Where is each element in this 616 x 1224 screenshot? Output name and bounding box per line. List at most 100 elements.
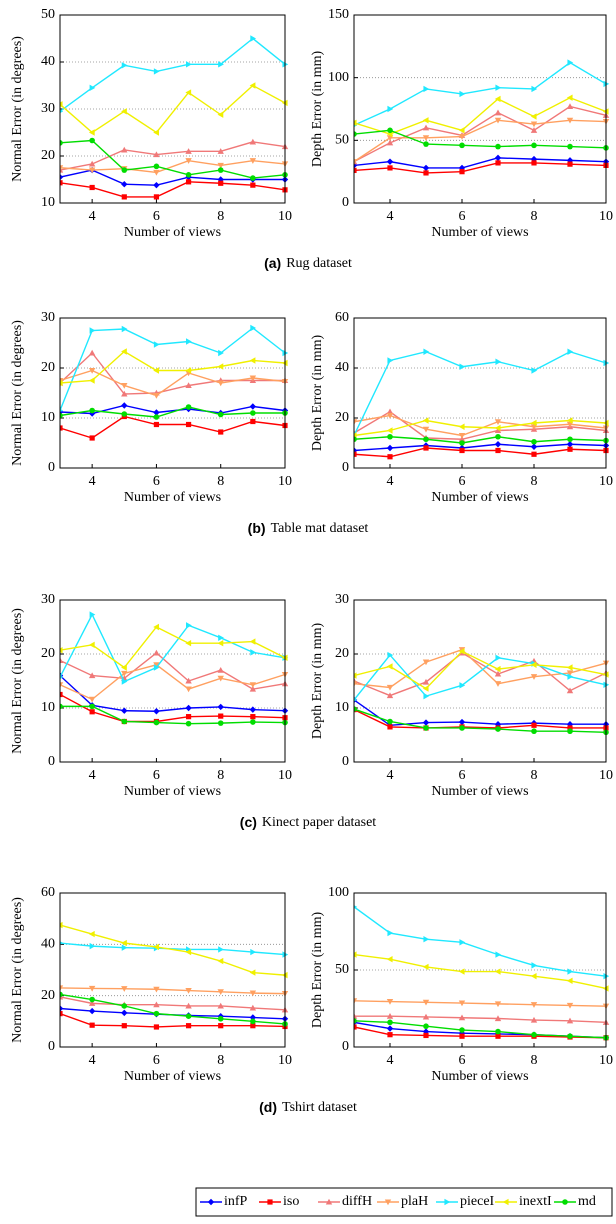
marker: [387, 651, 394, 659]
marker: [567, 1033, 573, 1040]
marker: [423, 436, 429, 443]
marker: [494, 117, 502, 124]
series: [354, 905, 610, 980]
marker: [121, 108, 127, 115]
marker: [121, 664, 127, 671]
marker: [458, 134, 466, 140]
marker: [121, 325, 128, 333]
marker: [459, 682, 466, 689]
marker: [494, 681, 502, 687]
series-line: [60, 181, 286, 198]
marker: [88, 349, 96, 356]
marker: [494, 154, 502, 162]
marker: [121, 670, 128, 677]
series-line: [60, 613, 286, 683]
x-axis-label: Number of views: [431, 490, 528, 505]
marker: [267, 1199, 273, 1205]
marker: [387, 1019, 393, 1026]
marker: [531, 962, 538, 969]
marker: [217, 363, 224, 370]
y-tick-label: 10: [41, 195, 55, 210]
marker: [250, 410, 256, 416]
series-line: [354, 419, 607, 437]
marker: [458, 968, 465, 975]
marker: [121, 146, 128, 153]
marker: [495, 726, 501, 732]
y-axis-label: Normal Error (in degrees): [10, 320, 25, 466]
series: [354, 94, 609, 138]
marker: [207, 1198, 215, 1206]
x-tick-label: 8: [217, 474, 224, 489]
marker: [494, 109, 502, 116]
marker: [153, 169, 160, 176]
marker: [250, 1023, 256, 1029]
marker: [121, 678, 128, 685]
x-tick-label: 8: [531, 209, 538, 224]
marker: [249, 82, 256, 89]
marker: [459, 447, 465, 454]
marker: [567, 728, 573, 735]
marker: [185, 179, 192, 185]
marker: [423, 936, 430, 943]
series-line: [60, 350, 286, 384]
marker: [60, 101, 63, 108]
marker: [459, 363, 466, 370]
marker: [186, 61, 192, 68]
marker: [185, 367, 192, 374]
x-axis-label: Number of views: [124, 1069, 221, 1084]
plot-frame: [353, 599, 607, 763]
series-line: [60, 652, 286, 690]
marker: [531, 367, 538, 374]
series-line: [60, 351, 285, 395]
marker: [495, 160, 501, 166]
series: [60, 703, 288, 727]
marker: [249, 375, 257, 382]
y-axis-label: Depth Error (in mm): [310, 51, 325, 168]
caption: (b) Table mat dataset: [248, 520, 369, 537]
marker: [185, 404, 192, 410]
series-line: [354, 1015, 607, 1024]
x-tick-label: 8: [531, 768, 538, 783]
x-axis-label: Number of views: [431, 225, 528, 240]
marker: [121, 181, 128, 188]
x-tick-label: 8: [531, 1053, 538, 1068]
marker: [384, 1199, 392, 1206]
marker: [422, 135, 430, 142]
marker: [566, 417, 573, 424]
series-line: [60, 1012, 286, 1028]
legend-label: infP: [224, 1194, 248, 1209]
series: [60, 1011, 288, 1030]
marker: [530, 443, 538, 450]
series-line: [354, 708, 607, 733]
marker: [530, 121, 538, 128]
marker: [567, 725, 573, 731]
marker: [249, 638, 256, 645]
marker: [387, 105, 394, 113]
marker: [531, 160, 537, 166]
marker: [185, 158, 192, 164]
series: [60, 158, 289, 176]
plot-frame: [59, 599, 286, 763]
caption-label: (a): [264, 255, 281, 271]
series: [60, 662, 289, 703]
caption: (a) Rug dataset: [264, 255, 352, 272]
marker: [459, 90, 466, 98]
series-line: [60, 996, 286, 1011]
series-line: [60, 139, 286, 179]
x-tick-label: 8: [217, 209, 224, 224]
x-tick-label: 6: [153, 474, 160, 489]
marker: [185, 421, 192, 428]
caption-label: (d): [259, 1099, 277, 1115]
series: [60, 991, 288, 1027]
y-tick-label: 50: [41, 7, 55, 22]
series-line: [354, 129, 607, 149]
caption: (d) Tshirt dataset: [259, 1099, 357, 1116]
marker: [250, 948, 257, 956]
marker: [354, 436, 357, 443]
marker: [121, 1009, 128, 1017]
marker: [567, 446, 573, 452]
marker: [566, 1017, 574, 1024]
marker: [422, 999, 430, 1006]
series: [60, 35, 289, 114]
marker: [495, 447, 501, 454]
